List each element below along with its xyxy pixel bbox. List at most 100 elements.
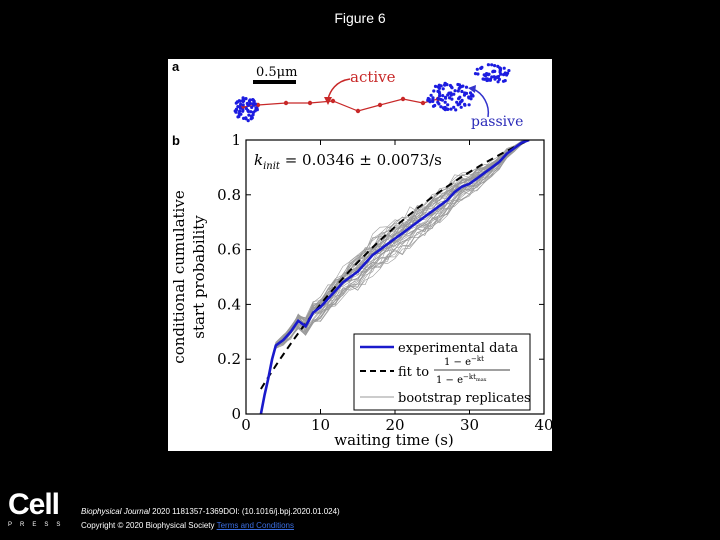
active-arrowhead	[324, 97, 332, 105]
passive-arrow	[472, 88, 490, 118]
cluster-point	[442, 106, 446, 110]
cluster-point	[496, 80, 500, 84]
cluster-point	[441, 94, 445, 98]
cluster-point	[503, 79, 507, 83]
cluster-point	[449, 93, 453, 97]
cluster-point	[455, 100, 459, 104]
cluster-point	[491, 70, 495, 74]
track-point	[307, 100, 313, 106]
cluster-point	[437, 83, 441, 87]
track-point	[400, 96, 406, 102]
legend-bootstrap-label: bootstrap replicates	[398, 391, 531, 406]
active-label: active	[350, 68, 396, 86]
cluster-point	[493, 64, 497, 68]
cluster-point	[247, 99, 251, 103]
cluster-point	[459, 85, 463, 89]
cluster-point	[460, 98, 464, 102]
cluster-point	[252, 99, 256, 103]
x-axis: 0 10 20 30 40	[241, 140, 552, 434]
cluster-point	[237, 114, 241, 119]
cluster-point	[457, 86, 461, 91]
cluster-point	[463, 103, 467, 107]
cluster-point	[456, 82, 460, 87]
citation-block: Biophysical Journal 2020 1181357-1369DOI…	[81, 505, 340, 533]
y-tick-label: 0	[231, 405, 241, 423]
cluster-point	[431, 104, 436, 108]
bootstrap-line	[260, 140, 530, 414]
cluster-point	[241, 98, 245, 102]
cluster-point	[467, 96, 471, 100]
x-tick-label: 30	[460, 416, 479, 434]
passive-clusters	[233, 63, 511, 123]
bootstrap-line	[260, 140, 530, 414]
cluster-point	[234, 108, 238, 112]
cluster-point	[450, 97, 454, 101]
cluster-point	[244, 116, 248, 120]
rate-subscript: init	[263, 161, 281, 172]
cluster-point	[490, 63, 494, 67]
cluster-point	[492, 75, 496, 79]
cluster-point	[476, 72, 480, 76]
cluster-point	[438, 94, 442, 98]
track-point	[420, 100, 426, 106]
fit-denominator-sub: max	[476, 377, 487, 383]
cluster-point	[464, 85, 469, 89]
cluster-point	[436, 100, 440, 104]
cluster-point	[444, 96, 448, 100]
x-tick-label: 10	[311, 416, 330, 434]
cluster-point	[499, 72, 503, 76]
fit-numerator-base: 1 − e	[444, 357, 471, 368]
cluster-point	[482, 73, 486, 77]
cluster-point	[432, 89, 436, 93]
y-tick-label: 1	[231, 131, 241, 149]
cluster-point	[238, 109, 242, 113]
cluster-point	[495, 75, 499, 79]
fit-denominator-exp: −kt	[463, 373, 476, 381]
y-tick-label: 0.4	[217, 295, 241, 313]
cluster-point	[507, 69, 511, 73]
legend-fit-denominator: 1 − e−ktmax	[436, 373, 487, 386]
cluster-point	[505, 73, 509, 77]
fit-denominator-base: 1 − e	[436, 375, 463, 386]
figure-svg: a 0.5μm active passive b 0 10 20 30 40 00.20…	[170, 59, 552, 449]
cluster-point	[249, 110, 253, 114]
y-tick-label: 0.8	[217, 186, 241, 204]
cluster-point	[502, 66, 506, 70]
cluster-point	[255, 108, 259, 112]
cluster-point	[250, 105, 254, 109]
cluster-point	[460, 89, 464, 94]
cluster-point	[458, 95, 462, 99]
cluster-point	[247, 103, 251, 107]
cluster-point	[459, 105, 463, 109]
cluster-point	[488, 78, 492, 82]
cell-press-logo: Cell PRESS	[8, 490, 70, 530]
cluster-point	[467, 103, 471, 107]
cluster-point	[464, 91, 469, 95]
cluster-point	[473, 72, 478, 76]
scale-bar-label: 0.5μm	[256, 65, 297, 80]
cluster-point	[428, 100, 432, 104]
cluster-point	[235, 100, 239, 104]
terms-link[interactable]: Terms and Conditions	[216, 521, 294, 530]
passive-label: passive	[471, 114, 523, 130]
cluster-point	[479, 66, 483, 70]
cluster-point	[454, 108, 458, 112]
panel-a-label: a	[172, 59, 180, 74]
cluster-point	[236, 105, 240, 109]
cluster-point	[426, 96, 430, 101]
legend: experimental data fit to 1 − e−kt 1 − e−…	[353, 333, 531, 411]
copyright-text: Copyright © 2020 Biophysical Society	[81, 521, 215, 530]
y-tick-label: 0.2	[217, 350, 241, 368]
citation-text: 2020 1181357-1369DOI: (10.1016/j.bpj.202…	[149, 507, 340, 516]
cluster-point	[239, 102, 243, 106]
cluster-point	[241, 103, 245, 107]
rate-value: = 0.0346 ± 0.0073/s	[280, 151, 442, 169]
slide-title: Figure 6	[334, 10, 386, 26]
cluster-point	[247, 113, 251, 117]
y-axis: 0 0.2 0.4 0.6 0.8 1	[217, 131, 544, 423]
cluster-point	[449, 85, 453, 89]
cluster-point	[444, 82, 448, 86]
cluster-point	[486, 63, 490, 67]
bootstrap-line	[260, 140, 530, 414]
panel-a: a 0.5μm active passive	[172, 59, 523, 130]
